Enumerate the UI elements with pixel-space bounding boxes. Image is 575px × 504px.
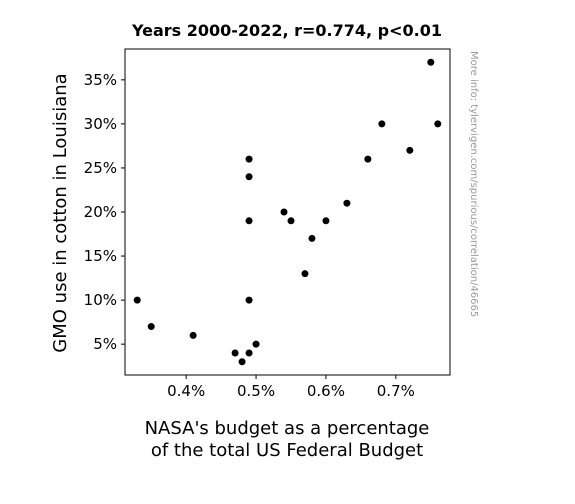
y-tick-label: 5% (93, 335, 117, 353)
x-axis-label: NASA's budget as a percentage of the tota… (145, 418, 430, 461)
x-tick-label: 0.5% (237, 382, 275, 400)
y-tick-label: 15% (84, 247, 117, 265)
watermark-text: More info: tylervigen.com/spurious/corre… (468, 51, 479, 317)
data-point (147, 323, 155, 331)
x-axis-label-line: of the total US Federal Budget (151, 440, 423, 461)
y-tick-label: 35% (84, 71, 117, 89)
x-tick-label: 0.4% (167, 382, 205, 400)
x-axis-label-line: NASA's budget as a percentage (145, 418, 430, 439)
data-points (133, 58, 442, 366)
data-point (287, 217, 295, 225)
data-point (245, 155, 253, 163)
data-point (364, 155, 372, 163)
x-tick-label: 0.6% (307, 382, 345, 400)
data-point (427, 58, 435, 66)
data-point (406, 146, 414, 154)
x-tick-label: 0.7% (377, 382, 415, 400)
data-point (280, 208, 288, 216)
y-tick-label: 20% (84, 203, 117, 221)
y-axis-label: GMO use in cotton in Louisiana (50, 73, 71, 352)
x-axis-ticks: 0.4% 0.5% 0.6% 0.7% (167, 375, 415, 400)
y-axis-ticks: 5% 10% 15% 20% 25% 30% 35% (84, 71, 125, 353)
data-point (378, 120, 386, 128)
data-point (245, 217, 253, 225)
chart-title: Years 2000-2022, r=0.774, p<0.01 (131, 21, 442, 40)
data-point (434, 120, 442, 128)
data-point (343, 199, 351, 207)
data-point (301, 270, 309, 278)
data-point (245, 349, 253, 357)
data-point (322, 217, 330, 225)
data-point (308, 234, 316, 242)
data-point (245, 173, 253, 181)
data-point (252, 340, 260, 348)
data-point (245, 296, 253, 304)
data-point (238, 358, 246, 366)
data-point (231, 349, 239, 357)
y-tick-label: 25% (84, 159, 117, 177)
data-point (133, 296, 141, 304)
y-tick-label: 30% (84, 115, 117, 133)
data-point (189, 331, 197, 339)
y-tick-label: 10% (84, 291, 117, 309)
